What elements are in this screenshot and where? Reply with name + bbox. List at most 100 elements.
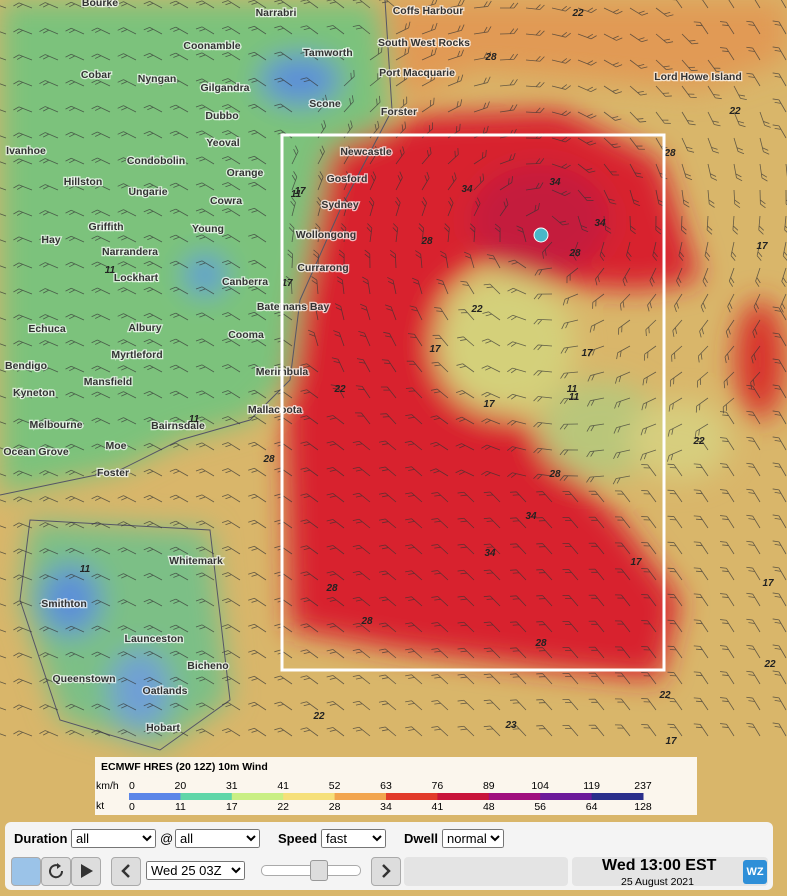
wind-barb (473, 0, 492, 9)
dwell-select[interactable]: normal (442, 829, 504, 848)
wind-barb (358, 330, 371, 347)
wind-barb (65, 235, 85, 243)
wind-barb (65, 469, 85, 477)
wind-barb (300, 571, 319, 581)
wind-barb (536, 543, 553, 555)
wind-barb (525, 55, 545, 62)
place-label: Hay (41, 234, 60, 246)
wind-barb (655, 7, 674, 17)
wind-barb (39, 522, 59, 529)
next-button[interactable] (371, 857, 401, 886)
wind-barb (649, 267, 657, 287)
wind-barb (169, 52, 189, 61)
wind-barb (586, 397, 605, 407)
wind-barb (13, 80, 33, 87)
duration-select[interactable]: all (71, 829, 156, 848)
wind-barb (551, 215, 570, 226)
wind-barb (0, 652, 7, 659)
wind-barb (195, 130, 215, 139)
prev-button[interactable] (111, 857, 141, 886)
wind-barb (406, 360, 423, 373)
contour-label: 28 (325, 583, 338, 594)
wind-barb (473, 51, 492, 61)
time-select[interactable]: Wed 25 03Z (146, 861, 245, 880)
speed-select[interactable]: fast (321, 829, 386, 848)
wind-barb (641, 620, 657, 633)
wind-barb (473, 197, 481, 217)
wind-barb (13, 600, 33, 607)
wind-barb (326, 519, 345, 529)
wind-barb (195, 208, 215, 217)
wind-barb (274, 77, 293, 87)
wind-barb (430, 415, 449, 425)
wind-barb (482, 311, 501, 321)
wind-barb (572, 241, 579, 261)
wind-barb (756, 241, 763, 261)
wind-barb (13, 158, 33, 165)
wind-barb (248, 363, 267, 373)
place-label: Scone (309, 98, 341, 110)
wind-barb (536, 621, 553, 633)
wind-barb (641, 490, 657, 503)
wind-barb (248, 389, 267, 399)
wind-barb (603, 163, 620, 176)
wind-barb (509, 517, 527, 529)
wind-barb (667, 463, 683, 477)
play-button[interactable] (71, 857, 101, 886)
wind-barb (560, 345, 579, 354)
place-label: Coffs Harbour (393, 5, 464, 17)
at-select[interactable]: all (175, 829, 260, 848)
wind-barb (525, 4, 545, 10)
wind-barb (772, 696, 787, 711)
contour-label: 17 (630, 557, 642, 568)
wind-barb (117, 209, 137, 217)
wind-barb (525, 202, 540, 217)
wind-barb (169, 624, 189, 633)
wind-barb (248, 545, 267, 555)
wind-barb (586, 475, 605, 483)
wind-barb (415, 250, 423, 269)
wind-barb (693, 697, 709, 711)
wind-barb (720, 567, 735, 581)
wind-barb (39, 626, 59, 633)
wind-barb (352, 492, 371, 503)
wind-barb (447, 0, 465, 9)
wind-barb (354, 412, 371, 425)
wind-barb (248, 337, 267, 347)
wind-barb (655, 85, 672, 97)
wind-barb (0, 132, 7, 139)
kmh-label: 76 (432, 780, 444, 792)
wind-barb (65, 677, 85, 685)
film-button[interactable] (11, 857, 41, 886)
logo[interactable]: WZ (743, 860, 767, 884)
wind-barb (169, 598, 189, 607)
wind-barb (499, 2, 519, 9)
wind-barb (248, 25, 267, 35)
reload-button[interactable] (41, 857, 71, 886)
wind-barb (0, 184, 7, 191)
wind-barb (221, 598, 241, 607)
contour-label: 11 (567, 384, 578, 395)
slider-thumb[interactable] (310, 860, 328, 881)
wind-barb (117, 703, 137, 711)
wind-barb (369, 70, 382, 87)
wind-barb (655, 215, 662, 235)
wind-barb (456, 363, 475, 373)
wind-barb (559, 449, 579, 456)
wind-barb (248, 675, 267, 685)
wind-barb (509, 491, 527, 503)
wind-barb (509, 569, 527, 581)
wind-barb (195, 52, 215, 61)
wind-barb (733, 189, 741, 209)
wind-barb (395, 46, 410, 61)
wind-barb (274, 675, 293, 685)
wind-barb (566, 267, 579, 284)
place-label: Yeoval (206, 137, 239, 149)
contour-label: 28 (360, 616, 373, 627)
wind-barb (612, 475, 631, 485)
wind-barb (383, 331, 397, 347)
wind-barb (507, 367, 527, 374)
wind-barb (695, 397, 709, 413)
wind-barb (469, 223, 476, 243)
